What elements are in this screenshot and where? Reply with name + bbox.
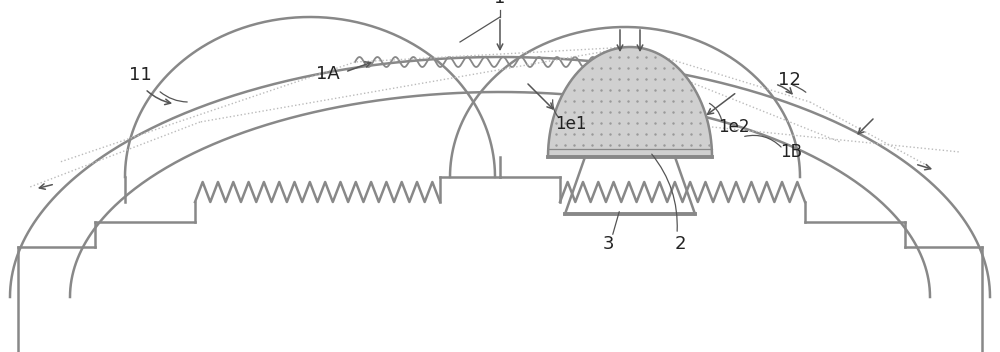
Text: 1: 1 <box>494 0 506 7</box>
Text: 3: 3 <box>602 235 614 253</box>
Text: 1A: 1A <box>316 65 340 83</box>
Text: 1e2: 1e2 <box>718 118 750 136</box>
Polygon shape <box>548 47 712 157</box>
Text: 12: 12 <box>778 71 801 89</box>
Text: 1e1: 1e1 <box>555 115 586 133</box>
Text: 1B: 1B <box>780 143 802 161</box>
Text: 11: 11 <box>129 66 151 84</box>
Text: 2: 2 <box>674 235 686 253</box>
